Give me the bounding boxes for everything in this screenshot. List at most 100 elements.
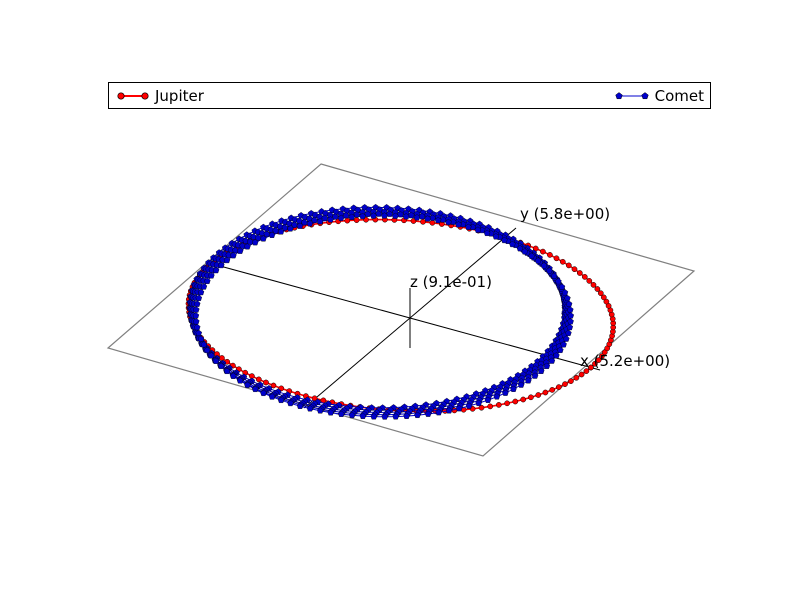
comet-point — [566, 306, 574, 313]
legend: Jupiter Comet — [108, 82, 711, 109]
comet-point — [204, 346, 211, 354]
comet-point — [208, 272, 215, 279]
comet-point — [281, 224, 289, 231]
comet-point — [258, 229, 266, 237]
comet-point — [381, 413, 389, 420]
legend-label-comet: Comet — [654, 86, 704, 105]
comet-point — [272, 227, 279, 234]
jupiter-point — [512, 398, 519, 405]
jupiter-point — [320, 397, 327, 404]
comet-point — [553, 352, 560, 359]
comet-point — [560, 341, 567, 348]
jupiter-point — [578, 371, 585, 378]
comet-point — [195, 294, 203, 301]
comet-point — [230, 372, 237, 379]
comet-point — [558, 283, 566, 290]
comet-point — [548, 357, 556, 364]
comet-point — [192, 318, 200, 325]
comet-point — [537, 367, 545, 374]
comet-point — [327, 216, 334, 223]
jupiter-point — [270, 382, 277, 389]
comet-point — [565, 300, 573, 307]
comet-point — [370, 212, 377, 219]
jupiter-point — [353, 217, 360, 223]
comet-point — [392, 413, 400, 420]
comet-point — [435, 409, 443, 416]
comet-point — [223, 256, 231, 264]
comet-point — [212, 267, 220, 274]
comet-point — [244, 381, 251, 388]
comet-point — [332, 213, 339, 220]
comet-point — [287, 225, 294, 232]
comet-point — [239, 242, 246, 249]
comet-point — [465, 402, 473, 409]
comet-point — [251, 239, 259, 246]
comet-point — [550, 272, 558, 279]
comet-point — [540, 262, 548, 269]
legend-label-jupiter: Jupiter — [155, 86, 204, 105]
jupiter-point — [344, 217, 351, 224]
comet-point — [493, 393, 501, 400]
comet-point — [445, 407, 453, 414]
jupiter-point — [594, 286, 601, 292]
comet-point — [397, 211, 404, 218]
comet-point — [521, 248, 529, 255]
jupiter-point — [603, 298, 610, 305]
comet-point — [254, 234, 262, 241]
jupiter-point — [576, 270, 583, 276]
legend-entry-jupiter: Jupiter — [117, 83, 204, 108]
jupiter-point — [255, 376, 262, 383]
comet-point — [445, 218, 452, 226]
jupiter-point — [562, 381, 568, 387]
comet-point — [567, 318, 574, 325]
comet-point — [337, 410, 345, 417]
comet-point — [193, 300, 201, 307]
comet-point — [408, 211, 415, 219]
comet-point — [311, 216, 318, 224]
legend-comet-swatch — [615, 91, 649, 99]
jupiter-point — [478, 404, 485, 411]
comet-point — [429, 214, 436, 221]
comet-point — [565, 329, 572, 336]
jupiter-point — [535, 392, 542, 398]
comet-point — [510, 385, 517, 392]
comet-point — [474, 226, 482, 233]
comet-point — [501, 236, 508, 244]
comet-point — [439, 216, 447, 223]
comet-point — [236, 247, 244, 254]
comet-point — [342, 212, 350, 219]
jupiter-point — [581, 274, 588, 280]
jupiter-point — [565, 262, 572, 269]
comet-point — [232, 246, 239, 254]
comet-point — [268, 231, 276, 238]
comet-point — [200, 341, 208, 348]
comet-point — [348, 411, 356, 419]
comet-point — [402, 213, 410, 220]
comet-point — [502, 389, 509, 396]
comet-point — [413, 214, 421, 221]
comet-point — [516, 245, 524, 252]
jupiter-point — [487, 403, 494, 410]
comet-point — [301, 218, 308, 226]
comet-point — [534, 257, 542, 264]
comet-point — [321, 214, 329, 222]
comet-point — [455, 221, 462, 228]
comet-point — [195, 329, 203, 336]
comet-point — [197, 288, 205, 296]
comet-point — [260, 389, 267, 396]
comet-point — [212, 357, 220, 364]
comet-point — [434, 216, 442, 224]
comet-point — [327, 409, 334, 416]
comet-point — [465, 223, 472, 230]
comet-point — [364, 210, 372, 217]
comet-point — [291, 221, 298, 228]
comet-point — [197, 335, 205, 342]
comet-point — [244, 243, 251, 250]
comet-point — [381, 212, 388, 219]
jupiter-point — [540, 248, 546, 255]
comet-point — [204, 277, 211, 284]
comet-point — [403, 412, 410, 419]
jupiter-point — [553, 255, 560, 262]
comet-point — [263, 230, 271, 238]
jupiter-point — [555, 384, 562, 390]
